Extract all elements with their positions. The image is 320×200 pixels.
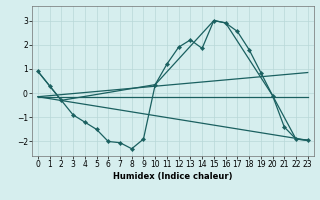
X-axis label: Humidex (Indice chaleur): Humidex (Indice chaleur): [113, 172, 233, 181]
